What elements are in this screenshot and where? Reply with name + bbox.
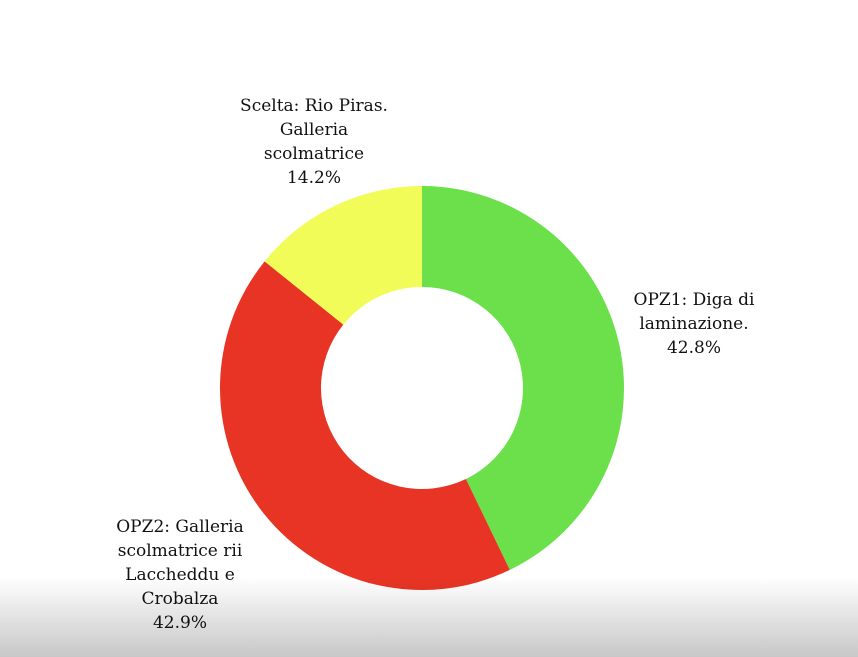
value-label: 14.2% [286,168,341,188]
value-label: 42.8% [666,338,721,358]
category-label: Scelta: Rio Piras. Galleria scolmatrice [240,96,388,164]
donut-slice [264,186,422,325]
category-label: OPZ1: Diga di laminazione. [633,290,755,334]
slice-label: Scelta: Rio Piras. Galleria scolmatrice 1… [234,94,394,190]
value-label: 42.9% [152,613,207,633]
category-label: OPZ2: Galleria scolmatrice rii Laccheddu… [116,517,244,609]
slice-label: OPZ2: Galleria scolmatrice rii Laccheddu… [95,515,265,635]
donut-slice [422,186,624,570]
donut-slice [220,261,510,590]
slice-label: OPZ1: Diga di laminazione. 42.8% [614,288,774,360]
